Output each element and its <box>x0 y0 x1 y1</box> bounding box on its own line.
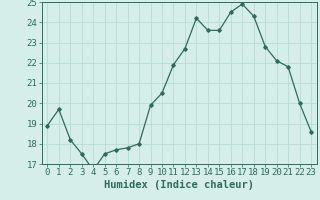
X-axis label: Humidex (Indice chaleur): Humidex (Indice chaleur) <box>104 180 254 190</box>
